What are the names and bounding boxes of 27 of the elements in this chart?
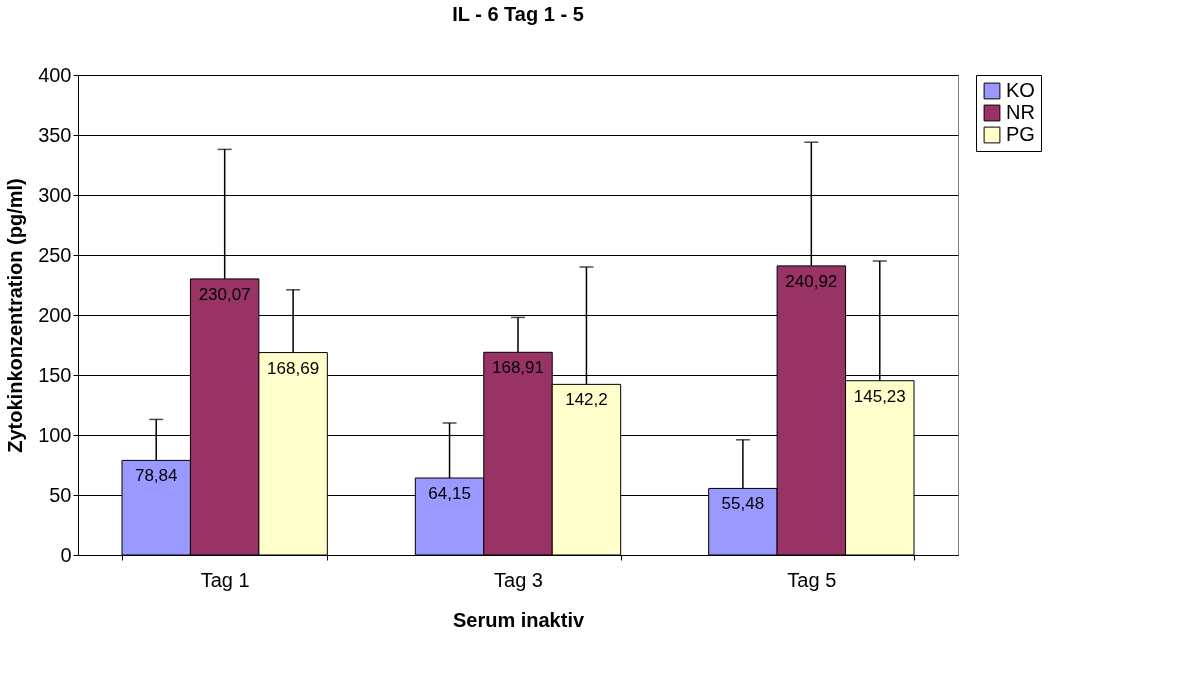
y-tick-label: 0 xyxy=(60,543,72,566)
data-label: 168,69 xyxy=(267,358,320,378)
legend-label: PG xyxy=(1006,123,1035,145)
y-tick-label: 50 xyxy=(49,483,72,506)
y-tick-label: 250 xyxy=(38,243,72,266)
x-tick-label: Tag 1 xyxy=(200,568,250,591)
x-tick-label: Tag 3 xyxy=(494,568,543,591)
legend-label: NR xyxy=(1006,101,1035,123)
data-label: 168,91 xyxy=(492,358,544,378)
x-axis-title: Serum inaktiv xyxy=(452,608,585,631)
data-label: 64,15 xyxy=(428,484,471,504)
y-tick-label: 400 xyxy=(38,63,72,86)
y-tick-label: 200 xyxy=(38,303,72,326)
y-axis-title: Zytokinkonzentration (pg/ml) xyxy=(4,178,27,453)
y-tick-label: 100 xyxy=(38,423,72,446)
data-label: 142,2 xyxy=(565,390,608,410)
x-tick-label: Tag 5 xyxy=(787,568,837,591)
chart-title: IL - 6 Tag 1 - 5 xyxy=(452,3,584,25)
data-label: 230,07 xyxy=(198,284,251,304)
data-label: 240,92 xyxy=(785,271,838,291)
y-tick-label: 300 xyxy=(38,183,72,206)
data-label: 55,48 xyxy=(721,494,765,514)
legend-label: KO xyxy=(1006,79,1035,101)
y-tick-label: 150 xyxy=(38,363,72,386)
data-label: 145,23 xyxy=(853,386,906,406)
data-label: 78,84 xyxy=(134,466,178,486)
y-tick-label: 350 xyxy=(38,123,72,146)
